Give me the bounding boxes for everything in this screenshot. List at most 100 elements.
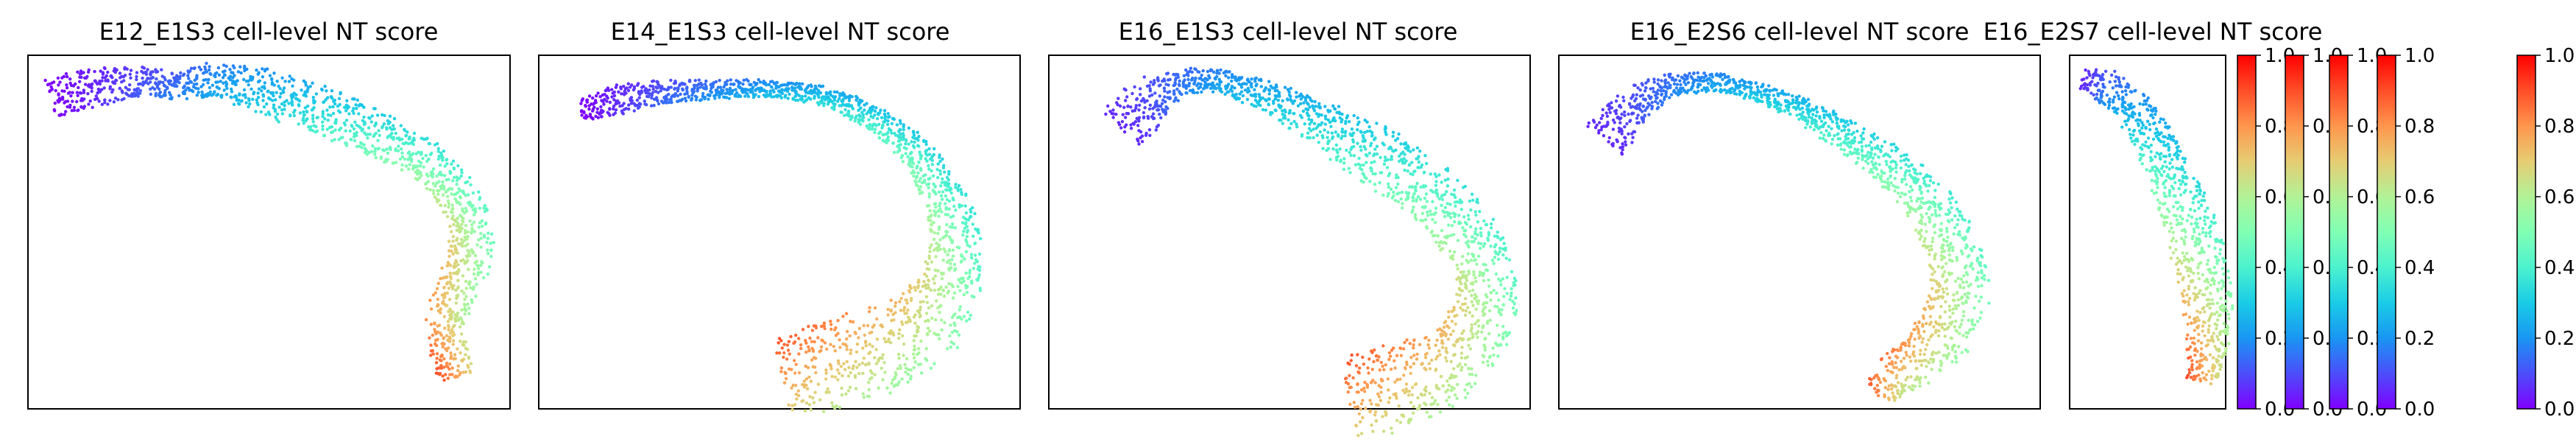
cell-point (250, 87, 253, 91)
cell-point (910, 156, 915, 161)
cell-point (900, 320, 904, 324)
cell-point (867, 309, 871, 314)
cell-point (142, 66, 146, 70)
cell-point (787, 403, 790, 407)
cell-point (605, 99, 609, 103)
cell-point (1389, 187, 1393, 192)
cell-point (58, 99, 62, 102)
cell-point (822, 410, 826, 413)
cell-point (170, 96, 174, 99)
cell-point (1356, 404, 1360, 409)
cell-point (794, 90, 798, 94)
cell-point (1137, 108, 1141, 112)
cell-point (1197, 77, 1201, 80)
cell-point (950, 225, 955, 229)
cell-point (1466, 367, 1471, 371)
cell-point (880, 366, 883, 371)
cell-point (453, 175, 456, 179)
cell-point (875, 317, 879, 321)
cell-point (445, 348, 449, 352)
cell-point (1451, 367, 1456, 371)
cell-point (799, 87, 804, 91)
cell-point (651, 87, 655, 91)
cell-point (850, 95, 854, 99)
cell-point (449, 210, 453, 214)
cell-point (366, 136, 369, 140)
cell-point (185, 86, 190, 90)
cell-point (473, 213, 476, 217)
cell-point (236, 102, 241, 105)
cell-point (950, 330, 955, 334)
cell-point (187, 71, 191, 74)
cell-point (1460, 289, 1464, 292)
cell-point (417, 150, 420, 154)
cell-point (1444, 390, 1448, 393)
cell-point (841, 373, 844, 378)
cell-point (473, 261, 477, 264)
cell-point (221, 76, 225, 80)
cell-point (1306, 131, 1310, 135)
cell-point (386, 151, 390, 155)
cell-point (782, 351, 786, 355)
cell-point (108, 85, 113, 89)
cell-point (199, 68, 203, 71)
cell-point (863, 108, 866, 112)
cell-point (898, 364, 902, 368)
cell-point (354, 103, 358, 107)
cell-point (1490, 259, 1495, 262)
cell-point (1654, 94, 1657, 97)
cell-point (846, 374, 851, 378)
cell-point (897, 337, 901, 340)
cell-point (455, 315, 459, 319)
cell-point (323, 117, 327, 121)
cell-point (1334, 119, 1337, 123)
cell-point (752, 80, 756, 85)
cell-point (272, 94, 275, 98)
cell-point (1298, 102, 1303, 105)
cell-point (978, 289, 983, 292)
cell-point (580, 113, 584, 117)
cell-point (259, 110, 263, 113)
cell-point (1707, 88, 1710, 92)
cell-point (969, 253, 974, 256)
cell-point (96, 87, 100, 91)
cell-point (771, 80, 774, 83)
cell-point (287, 80, 291, 83)
cell-point (1400, 413, 1404, 417)
cell-point (373, 124, 377, 127)
cell-point (77, 85, 80, 90)
cell-point (1154, 128, 1158, 132)
cell-point (355, 98, 359, 102)
cell-point (272, 103, 276, 107)
cell-point (836, 318, 840, 323)
cell-point (824, 371, 828, 375)
cell-point (1614, 99, 1618, 103)
cell-point (479, 231, 483, 236)
cell-point (175, 74, 179, 77)
cell-point (1323, 128, 1326, 132)
cell-point (195, 74, 199, 77)
cell-point (919, 300, 923, 304)
cell-point (1340, 130, 1344, 134)
cell-point (222, 88, 226, 92)
cell-point (910, 165, 914, 169)
cell-point (1745, 85, 1749, 89)
cell-point (855, 343, 860, 346)
cell-point (476, 273, 480, 277)
cell-point (1514, 312, 1518, 315)
cell-point (1421, 219, 1425, 222)
cell-point (1147, 107, 1152, 111)
cell-point (867, 118, 871, 122)
cell-point (364, 149, 369, 152)
cell-point (1616, 94, 1620, 98)
cell-point (1267, 80, 1271, 83)
cell-point (906, 372, 910, 376)
cell-point (302, 110, 305, 114)
cell-point (882, 108, 887, 113)
cell-point (1505, 292, 1509, 295)
cell-point (673, 81, 678, 85)
cell-point (1212, 70, 1216, 74)
cell-point (1230, 89, 1234, 94)
cell-point (796, 98, 800, 102)
cell-point (1284, 110, 1287, 114)
